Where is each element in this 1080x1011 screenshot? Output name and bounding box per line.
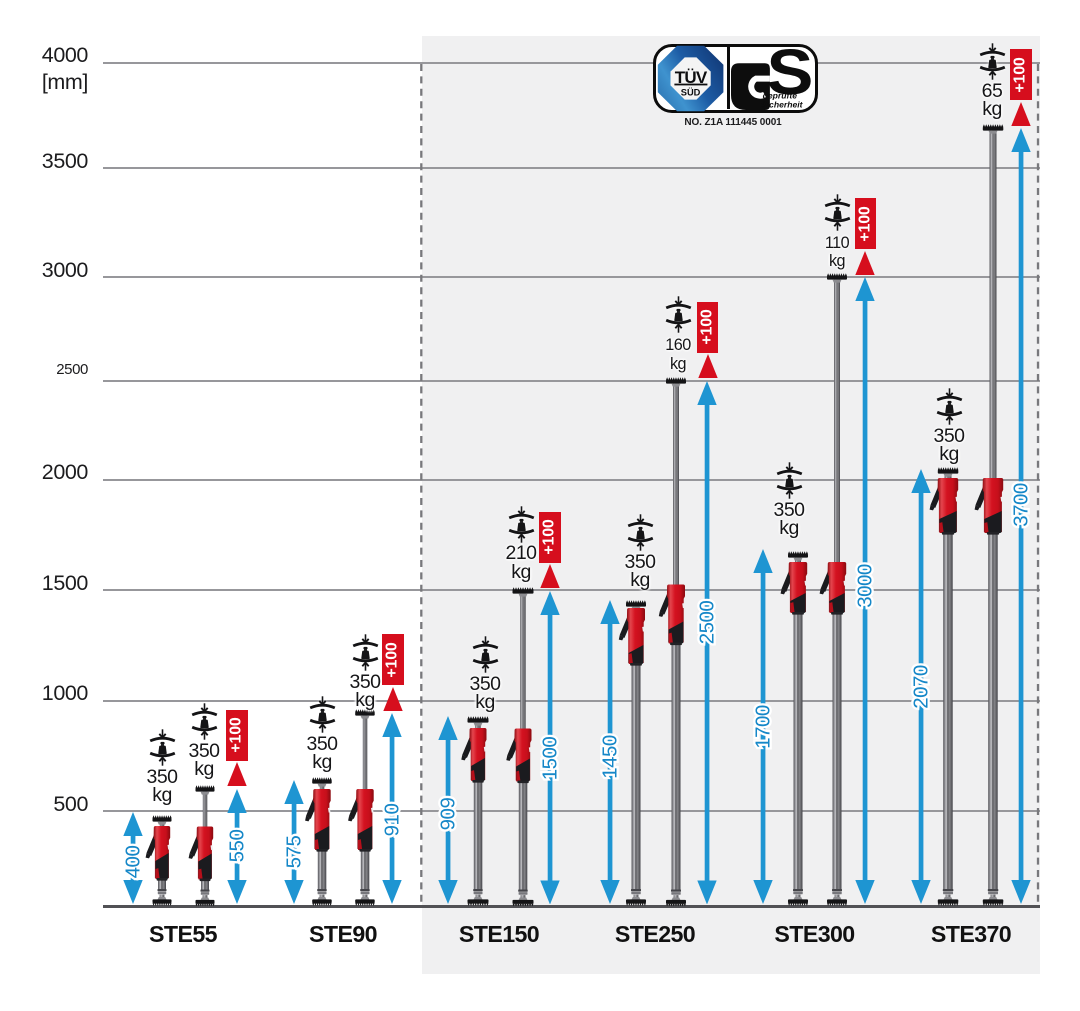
svg-text:909: 909	[437, 798, 460, 831]
svg-text:2500: 2500	[696, 600, 719, 644]
svg-text:S: S	[767, 44, 814, 108]
svg-text:Sicherheit: Sicherheit	[761, 99, 804, 109]
svg-text:1450: 1450	[599, 735, 622, 779]
svg-text:910: 910	[381, 804, 404, 837]
svg-text:3000: 3000	[854, 564, 877, 608]
svg-text:2070: 2070	[910, 665, 933, 709]
svg-text:TÜV: TÜV	[675, 68, 708, 87]
svg-text:550: 550	[226, 830, 249, 863]
svg-text:1500: 1500	[538, 736, 561, 780]
svg-text:SÜD: SÜD	[681, 87, 701, 97]
svg-text:1700: 1700	[752, 705, 775, 749]
svg-text:400: 400	[122, 846, 145, 879]
svg-text:3700: 3700	[1010, 483, 1033, 527]
svg-text:575: 575	[283, 836, 306, 869]
svg-text:geprüfte: geprüfte	[762, 91, 798, 101]
